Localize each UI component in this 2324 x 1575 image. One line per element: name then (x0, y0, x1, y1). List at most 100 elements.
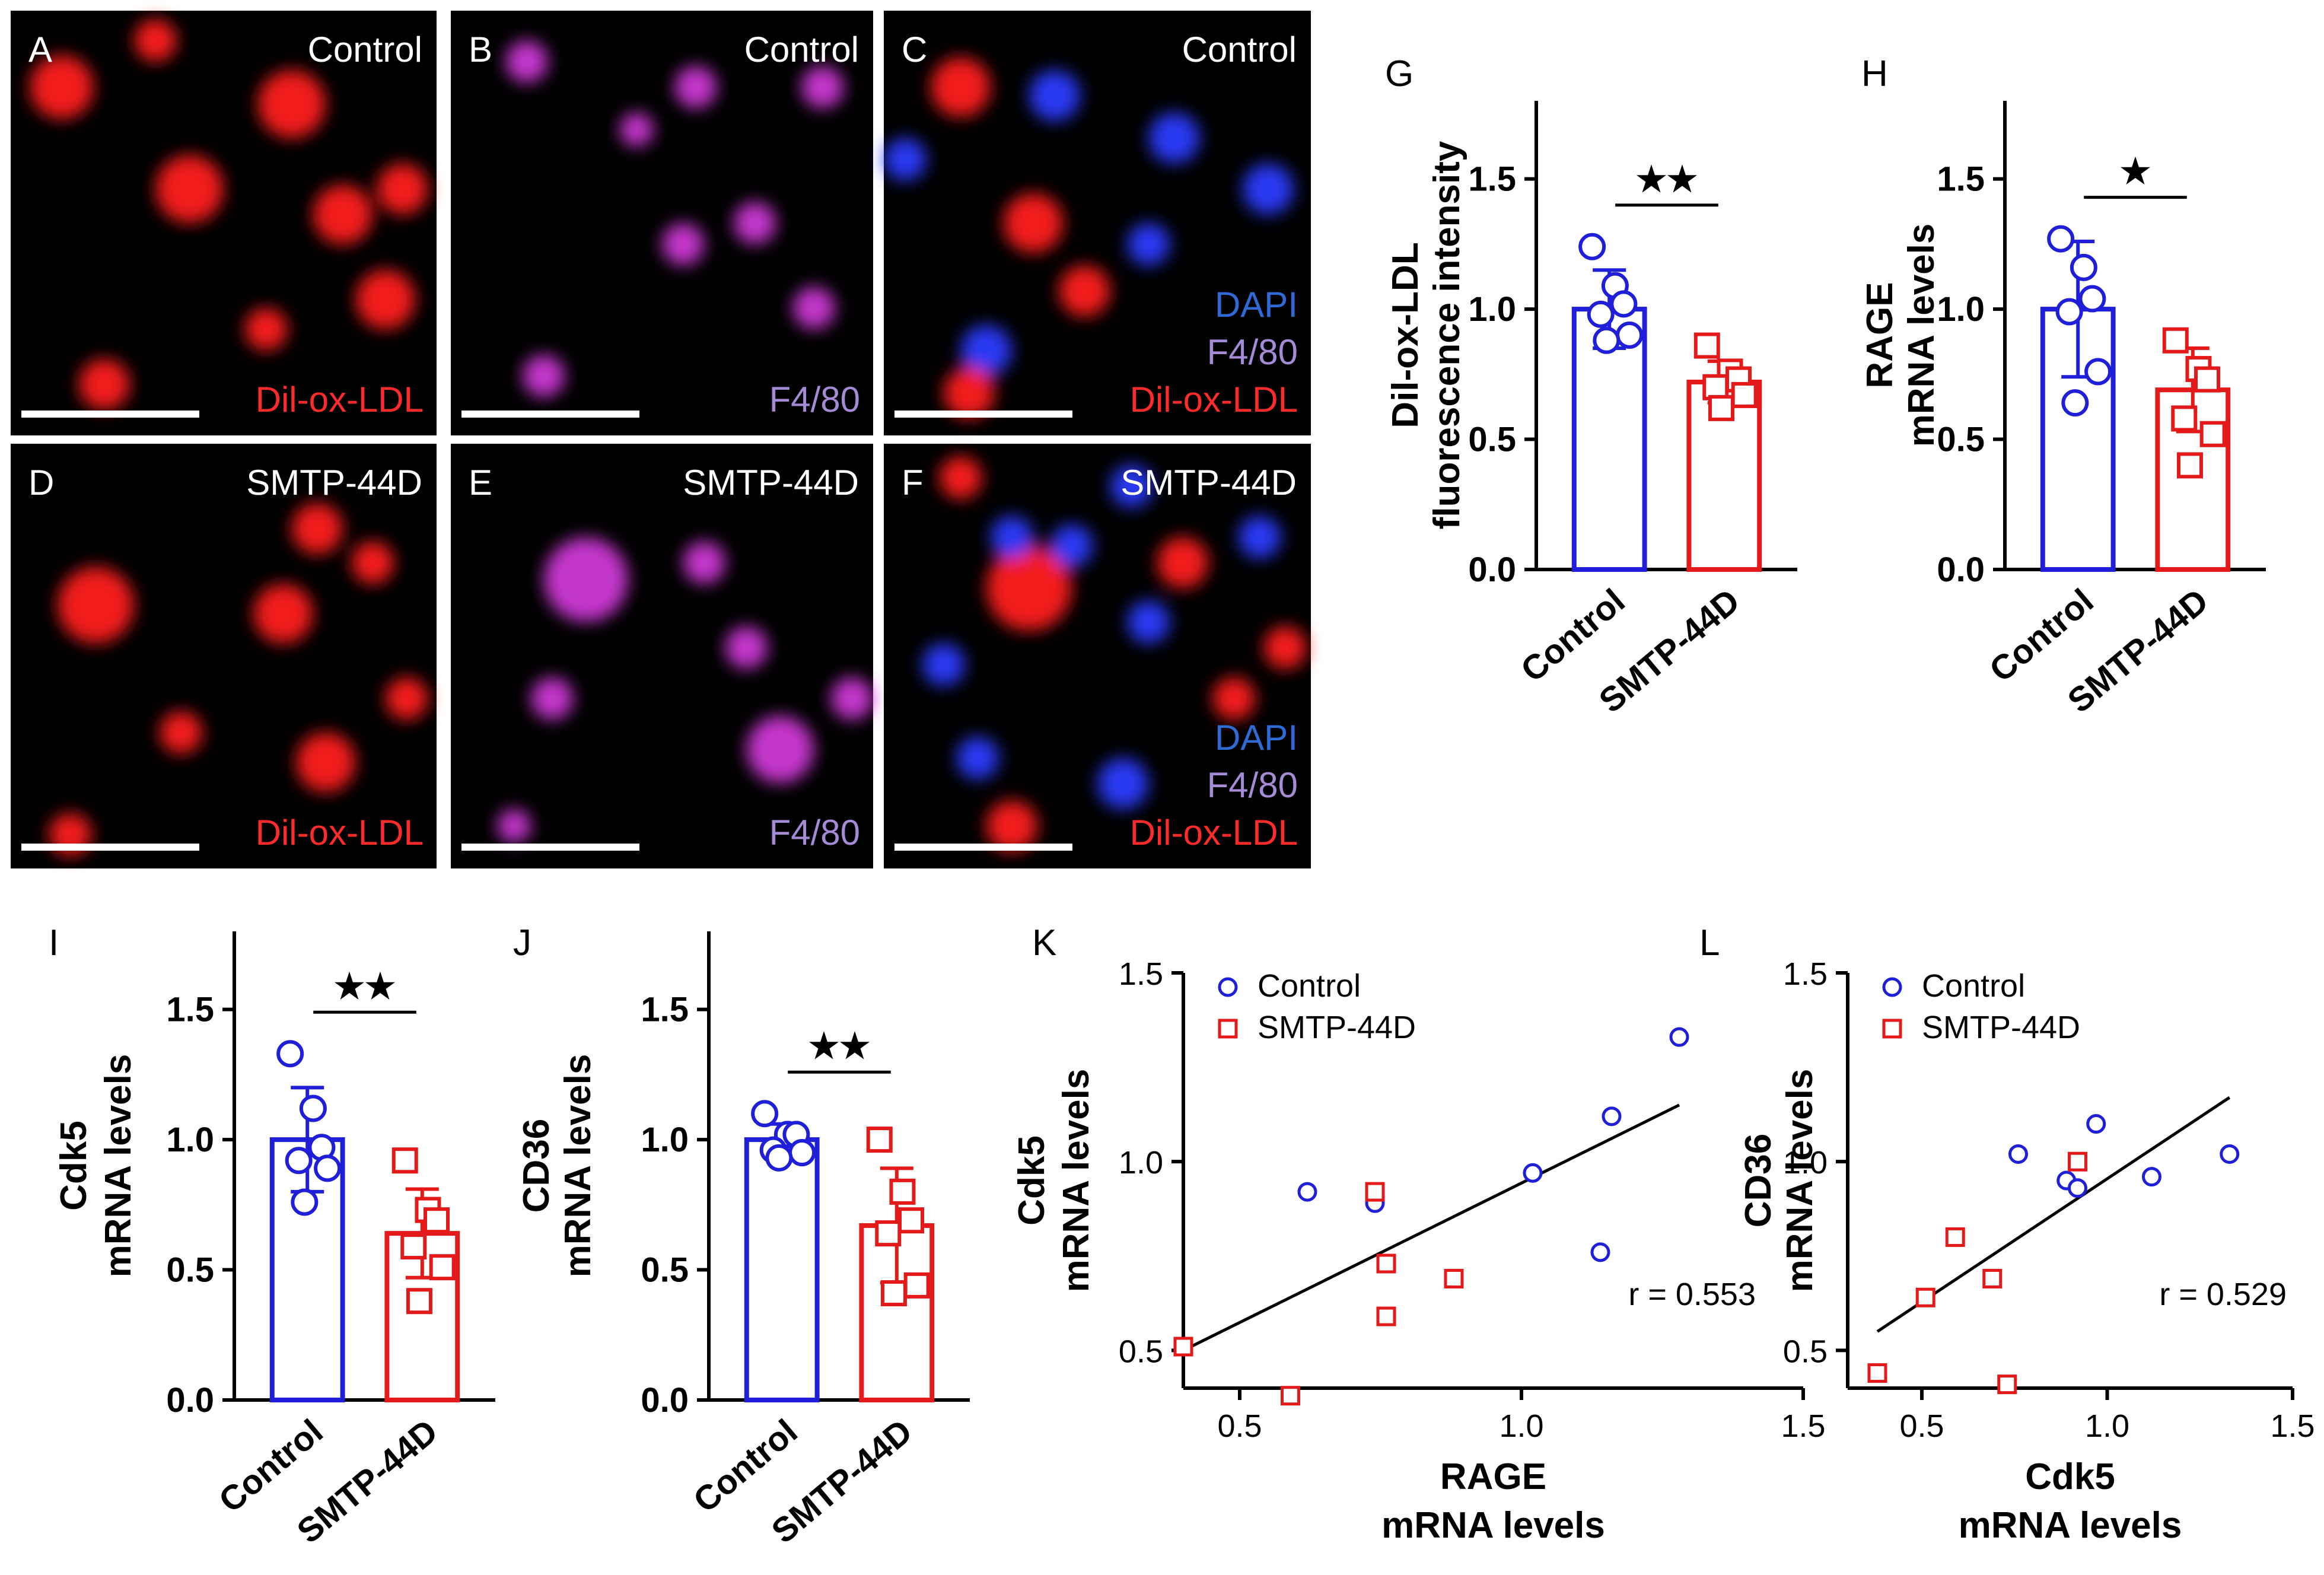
scatter-point-control (2086, 1114, 2106, 1134)
data-point-control (765, 1144, 793, 1172)
scatter-point-smtp-44d (1444, 1268, 1464, 1288)
image-panel-b: B Control F4/80 (451, 11, 873, 435)
data-point-control (2078, 285, 2106, 313)
channel-label-dil-ox-ldl: Dil-ox-LDL (256, 813, 424, 852)
channel-label-dapi: DAPI (1215, 285, 1298, 324)
y-axis-label: CD36 (516, 1119, 557, 1213)
data-point-control (751, 1100, 779, 1128)
channel-label-f4-80: F4/80 (1207, 332, 1298, 372)
panel-letter-d: D (28, 463, 54, 502)
condition-label: SMTP-44D (683, 463, 859, 502)
y-tick-label: 0.5 (1119, 1334, 1163, 1369)
data-point-smtp-44d (1702, 374, 1729, 400)
y-tick-label: 0.0 (1468, 551, 1516, 589)
data-point-smtp-44d (429, 1254, 456, 1281)
micrograph-cells (30, 19, 428, 411)
correlation-annotation: r = 0.529 (2159, 1277, 2287, 1312)
scatter-point-smtp-44d (1915, 1287, 1935, 1307)
panel-letter-i: I (49, 922, 59, 963)
data-point-smtp-44d (2162, 327, 2189, 354)
y-tick-label: 0.0 (641, 1381, 689, 1420)
x-tick-label: 1.5 (2270, 1408, 2315, 1444)
y-tick-label: 0.5 (1937, 421, 1985, 459)
scale-bar (21, 844, 199, 851)
data-point-control (291, 1188, 319, 1216)
channel-label-dil-ox-ldl: Dil-ox-LDL (256, 380, 424, 419)
regression-line (1876, 1096, 2231, 1333)
x-tick-label: 1.5 (1781, 1408, 1825, 1444)
micrograph-background (11, 444, 437, 868)
scatter-point-smtp-44d (1945, 1227, 1965, 1247)
data-point-smtp-44d (2199, 421, 2226, 447)
image-panel-e: E SMTP-44D F4/80 (451, 444, 873, 868)
scatter-point-smtp-44d (1365, 1182, 1385, 1202)
y-axis-label: mRNA levels (1901, 224, 1942, 447)
legend-label: Control (1257, 968, 1361, 1004)
panel-letter-k: K (1032, 922, 1056, 963)
scale-bar (894, 411, 1072, 418)
channel-label-dapi: DAPI (1215, 718, 1298, 758)
y-tick-label: 0.5 (166, 1251, 214, 1290)
y-tick-label: 0.0 (166, 1381, 214, 1420)
data-point-smtp-44d (880, 1280, 907, 1307)
y-tick-label: 0.5 (641, 1251, 689, 1290)
x-tick-label: 1.0 (2085, 1408, 2129, 1444)
condition-label: Control (308, 30, 422, 69)
correlation-annotation: r = 0.553 (1628, 1277, 1756, 1312)
channel-label-f4-80: F4/80 (769, 813, 860, 852)
x-axis-label: Cdk5 (2025, 1456, 2115, 1497)
panel-letter-a: A (28, 30, 52, 69)
scatter-point-control (1297, 1182, 1317, 1202)
y-tick-label: 1.0 (641, 1121, 689, 1159)
scatter-point-smtp-44d (1867, 1363, 1887, 1383)
data-point-smtp-44d (898, 1207, 924, 1234)
micrograph-cells (922, 456, 1307, 852)
scatter-point-control (1590, 1242, 1610, 1262)
regression-line (1182, 1103, 1680, 1352)
image-panel-c: C Control DAPI F4/80 Dil-ox-LDL (884, 11, 1311, 435)
panel-letter-g: G (1385, 53, 1413, 94)
data-point-smtp-44d (903, 1272, 930, 1299)
panel-letter-e: E (469, 463, 492, 502)
scatter-point-smtp-44d (1982, 1268, 2003, 1288)
image-panel-d: D SMTP-44D Dil-ox-LDL (11, 444, 437, 868)
panel-letter-f: F (902, 463, 924, 502)
y-tick-label: 1.5 (641, 991, 689, 1029)
y-tick-label: 1.0 (1119, 1145, 1163, 1181)
condition-label: SMTP-44D (246, 463, 422, 502)
scatter-point-control (2068, 1178, 2087, 1198)
y-tick-label: 1.5 (1783, 956, 1828, 992)
scale-bar (461, 411, 639, 418)
scatter-point-control (1523, 1163, 1543, 1183)
significance-marker: ★★ (334, 967, 396, 1006)
micrograph-cells (497, 537, 873, 843)
y-tick-label: 1.5 (1468, 160, 1516, 199)
y-tick-label: 1.0 (1937, 290, 1985, 329)
scatter-point-control (1602, 1106, 1622, 1127)
condition-label: Control (744, 30, 859, 69)
channel-label-dil-ox-ldl: Dil-ox-LDL (1130, 813, 1298, 852)
data-point-control (2055, 298, 2083, 326)
data-point-smtp-44d (400, 1233, 427, 1260)
data-point-smtp-44d (1693, 332, 1720, 359)
data-point-control (2070, 253, 2097, 281)
legend-label: Control (1922, 968, 2025, 1004)
y-axis-label: Cdk5 (53, 1121, 94, 1211)
y-tick-label: 0.5 (1783, 1334, 1828, 1369)
data-point-control (2047, 225, 2075, 253)
scatter-point-control (1669, 1027, 1689, 1047)
micrograph-cells (884, 57, 1294, 419)
legend-marker (1882, 977, 1902, 997)
chart-panel-g: G 0.0 0.5 1.0 1.5 Dil-ox-LDL fluorescence inte… (1385, 53, 1797, 720)
legend-label: SMTP-44D (1257, 1010, 1416, 1045)
panel-letter-c: C (902, 30, 927, 69)
scale-bar (461, 844, 639, 851)
data-point-smtp-44d (2176, 452, 2203, 479)
panel-letter-b: B (469, 30, 492, 69)
scale-bar (894, 844, 1072, 851)
channel-label-f4-80: F4/80 (769, 380, 860, 419)
y-tick-label: 1.0 (1468, 290, 1516, 329)
data-point-control (2084, 358, 2112, 386)
